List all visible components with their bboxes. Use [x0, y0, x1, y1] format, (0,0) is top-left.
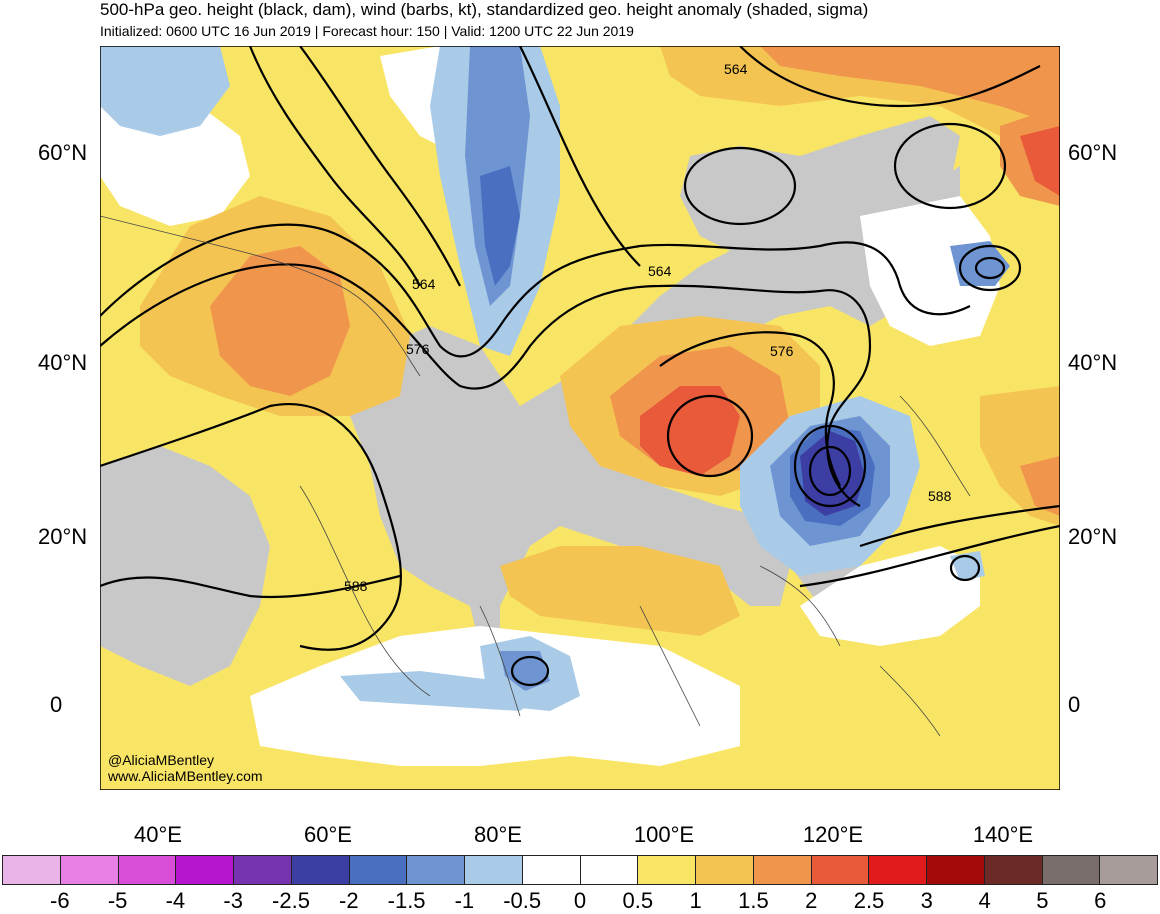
map-subtitle: Initialized: 0600 UTC 16 Jun 2019 | Fore… [100, 23, 634, 39]
lat-label-40n: 40°N [38, 350, 88, 375]
colorbar-segment [984, 855, 1043, 885]
anomaly-positive-pacific-core [1020, 456, 1060, 516]
colorbar-segment [60, 855, 119, 885]
contour-label: 588 [928, 488, 952, 504]
anomaly-positive-sea [500, 546, 740, 636]
anomaly-neutral-siberia [680, 116, 960, 256]
colorbar-tick-label: 4 [978, 888, 991, 913]
colorbar-tick-label: -2.5 [272, 888, 310, 913]
anomaly-positive-okhotsk-core [1020, 126, 1060, 196]
anomaly-negative-scandinavia [100, 46, 230, 136]
colorbar-tick-label: -3 [223, 888, 243, 913]
lon-label-60e: 60°E [304, 822, 352, 847]
colorbar-tick-label: 2 [805, 888, 818, 913]
lat-label-60n-right: 60°N [1068, 140, 1118, 165]
anomaly-negative-kuril [950, 241, 1010, 286]
contour-label: 564 [648, 263, 672, 279]
anomaly-neutral-africa [100, 446, 270, 686]
lon-label-120e: 120°E [802, 822, 864, 847]
credit-site: www.AliciaMBentley.com [108, 768, 263, 784]
lat-label-20n-right: 20°N [1068, 524, 1118, 549]
lon-label-80e: 80°E [474, 822, 522, 847]
colorbar-segment [176, 855, 234, 885]
colorbar-tick-label: -0.5 [503, 888, 542, 913]
colorbar-segment [234, 855, 292, 885]
colorbar-segment [869, 855, 927, 885]
colorbar-segment [407, 855, 465, 885]
colorbar-segment [1042, 855, 1101, 885]
colorbar-segment [349, 855, 408, 885]
lon-label-40e: 40°E [134, 822, 182, 847]
colorbar [2, 855, 1158, 885]
colorbar-tick-label: 0 [573, 888, 587, 913]
colorbar-segment [753, 855, 812, 885]
colorbar-segment [638, 855, 696, 885]
anomaly-positive-arctic-core [760, 46, 1060, 126]
colorbar-segment [291, 855, 350, 885]
colorbar-tick-label: -1 [454, 888, 475, 913]
lat-label-60n: 60°N [38, 140, 88, 165]
map-title: 500-hPa geo. height (black, dam), wind (… [100, 0, 869, 19]
contour-label: 564 [412, 276, 436, 292]
colorbar-segment [811, 855, 870, 885]
lat-label-0-right: 0 [1068, 692, 1081, 717]
lon-label-140e: 140°E [972, 822, 1034, 847]
credit-handle: @AliciaMBentley [108, 752, 215, 768]
contour-label: 588 [344, 578, 368, 594]
colorbar-segment [118, 855, 177, 885]
colorbar-tick-label: 2.5 [853, 888, 885, 913]
anomaly-negative-indian-ocean [340, 671, 540, 711]
colorbar-tick-label: -4 [165, 888, 186, 913]
colorbar-tick-label: -6 [50, 888, 70, 913]
colorbar-segment [580, 855, 639, 885]
colorbar-tick-label: 1.5 [738, 888, 769, 913]
colorbar-segment [696, 855, 754, 885]
colorbar-segment [465, 855, 523, 885]
contour-label: 564 [724, 61, 748, 77]
colorbar-tick-label: -5 [107, 888, 128, 913]
colorbar-segment [1100, 855, 1158, 885]
anomaly-positive-europe-core [210, 246, 350, 396]
contour-label: 576 [770, 343, 794, 359]
lat-label-0: 0 [50, 692, 63, 717]
colorbar-segment [522, 855, 581, 885]
anomaly-zero-west-pacific [800, 546, 980, 646]
colorbar-segment [927, 855, 985, 885]
colorbar-segment [2, 855, 61, 885]
contour-label: 576 [406, 341, 430, 357]
anomaly-positive-china-max [640, 386, 740, 476]
colorbar-tick-label: -1.5 [387, 888, 426, 913]
colorbar-tick-label: 6 [1094, 888, 1107, 913]
colorbar-tick-label: 5 [1036, 888, 1049, 913]
height-contours [100, 46, 1060, 687]
anomaly-negative-siberia-core [480, 166, 520, 286]
weather-map: 564 564 564 576 576 588 588 [100, 46, 1060, 790]
colorbar-tick-label: 0.5 [622, 888, 654, 913]
lon-label-100e: 100°E [633, 822, 695, 847]
contour-label-group: 564 564 564 576 576 588 588 [344, 61, 952, 594]
lat-label-20n: 20°N [38, 524, 88, 549]
colorbar-tick-label: 3 [920, 888, 933, 913]
anomaly-negative-bay-core [500, 651, 550, 691]
lat-label-40n-right: 40°N [1068, 350, 1118, 375]
colorbar-tick-label: -2 [339, 888, 359, 913]
coastlines [100, 215, 971, 737]
colorbar-tick-label: 1 [689, 888, 702, 913]
